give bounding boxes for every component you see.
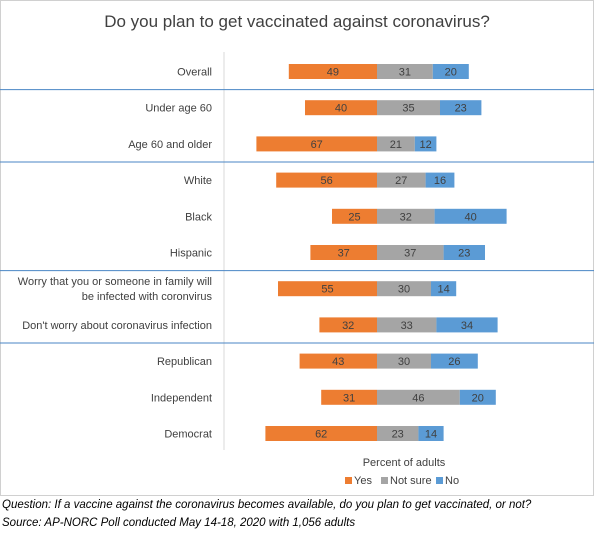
bar-no-label: 23 bbox=[458, 248, 470, 260]
bar-yes bbox=[265, 426, 377, 441]
legend-label-no: No bbox=[445, 475, 459, 487]
bar-yes bbox=[278, 281, 377, 297]
bar-not-sure-label: 27 bbox=[395, 175, 407, 187]
bar-no bbox=[418, 426, 444, 441]
bar-no bbox=[431, 353, 478, 369]
chart-title: Do you plan to get vaccinated against co… bbox=[104, 12, 490, 31]
bar-not-sure-label: 35 bbox=[402, 103, 414, 115]
bar-yes bbox=[332, 208, 377, 224]
bar-no bbox=[431, 281, 457, 297]
category-label: Overall bbox=[177, 67, 212, 79]
bar-not-sure bbox=[377, 389, 460, 405]
footnote-question: Question: If a vaccine against the coron… bbox=[2, 499, 532, 511]
bar-no-label: 26 bbox=[448, 356, 460, 368]
bar-yes-label: 55 bbox=[321, 284, 333, 296]
bar-no bbox=[436, 317, 498, 333]
bar-not-sure bbox=[377, 317, 437, 333]
bar-not-sure-label: 33 bbox=[401, 320, 413, 332]
category-label: Republican bbox=[157, 356, 212, 368]
bar-yes-label: 56 bbox=[320, 175, 332, 187]
category-label: be infected with coronvirus bbox=[82, 291, 213, 303]
bar-yes-label: 43 bbox=[332, 356, 344, 368]
category-label: Independent bbox=[151, 392, 212, 404]
bar-not-sure bbox=[377, 353, 431, 369]
bar-yes-label: 49 bbox=[327, 67, 339, 79]
bar-no bbox=[434, 208, 507, 224]
bar-not-sure-label: 30 bbox=[398, 284, 410, 296]
bar-not-sure bbox=[377, 172, 426, 188]
category-label: Hispanic bbox=[170, 248, 213, 260]
bar-not-sure-label: 30 bbox=[398, 356, 410, 368]
bar-no-label: 12 bbox=[419, 139, 431, 151]
bar-not-sure bbox=[377, 136, 415, 152]
bar-not-sure bbox=[377, 64, 433, 79]
category-label: Age 60 and older bbox=[128, 139, 212, 151]
bar-yes-label: 32 bbox=[342, 320, 354, 332]
bar-not-sure-label: 31 bbox=[399, 67, 411, 79]
bar-no-label: 16 bbox=[434, 175, 446, 187]
legend-swatch-yes bbox=[345, 477, 352, 484]
category-label: Worry that you or someone in family will bbox=[18, 276, 212, 288]
legend-swatch-not-sure bbox=[381, 477, 388, 484]
bar-no bbox=[432, 64, 469, 79]
bar-yes-label: 31 bbox=[343, 392, 355, 404]
legend-swatch-no bbox=[436, 477, 443, 484]
bar-no bbox=[425, 172, 455, 188]
x-axis-title: Percent of adults bbox=[363, 457, 446, 469]
bar-no-label: 40 bbox=[464, 211, 476, 223]
legend-label-yes: Yes bbox=[354, 475, 372, 487]
bar-yes-label: 62 bbox=[315, 429, 327, 441]
category-label: White bbox=[184, 175, 212, 187]
bar-yes bbox=[288, 64, 377, 79]
bar-not-sure-label: 23 bbox=[392, 429, 404, 441]
bar-no-label: 20 bbox=[472, 392, 484, 404]
bar-yes-label: 67 bbox=[311, 139, 323, 151]
bar-no-label: 23 bbox=[455, 103, 467, 115]
bar-not-sure bbox=[377, 100, 440, 116]
bar-not-sure bbox=[377, 281, 431, 297]
bar-yes-label: 37 bbox=[338, 248, 350, 260]
bar-yes bbox=[256, 136, 377, 152]
bar-no-label: 34 bbox=[461, 320, 473, 332]
bar-no-label: 14 bbox=[425, 429, 437, 441]
category-label: Under age 60 bbox=[145, 103, 212, 115]
footnote-divider bbox=[0, 495, 594, 496]
bar-not-sure bbox=[377, 245, 444, 260]
bar-yes bbox=[305, 100, 377, 116]
bar-yes bbox=[276, 172, 377, 188]
legend-label-not-sure: Not sure bbox=[390, 475, 432, 487]
category-label: Black bbox=[185, 211, 212, 223]
bar-not-sure bbox=[377, 208, 435, 224]
bar-not-sure-label: 21 bbox=[390, 139, 402, 151]
chart-plot: Overall 49 31 20 Under age 60 40 35 23 Age 60 an… bbox=[0, 52, 594, 487]
bar-not-sure bbox=[377, 426, 419, 441]
bar-no bbox=[440, 100, 482, 116]
bar-no bbox=[459, 389, 496, 405]
bar-not-sure-label: 37 bbox=[404, 248, 416, 260]
bar-no bbox=[414, 136, 437, 152]
category-label: Democrat bbox=[164, 429, 212, 441]
bar-no bbox=[443, 245, 485, 260]
bar-yes bbox=[299, 353, 377, 369]
bar-yes-label: 25 bbox=[348, 211, 360, 223]
bar-no-label: 20 bbox=[445, 67, 457, 79]
bar-not-sure-label: 32 bbox=[400, 211, 412, 223]
footnote-source: Source: AP-NORC Poll conducted May 14-18… bbox=[2, 517, 356, 529]
bar-yes bbox=[321, 389, 377, 405]
bar-not-sure-label: 46 bbox=[412, 392, 424, 404]
category-label: Don't worry about coronavirus infection bbox=[22, 320, 212, 332]
bar-yes bbox=[319, 317, 377, 333]
bar-no-label: 14 bbox=[437, 284, 449, 296]
bar-yes bbox=[310, 245, 377, 260]
bar-yes-label: 40 bbox=[335, 103, 347, 115]
